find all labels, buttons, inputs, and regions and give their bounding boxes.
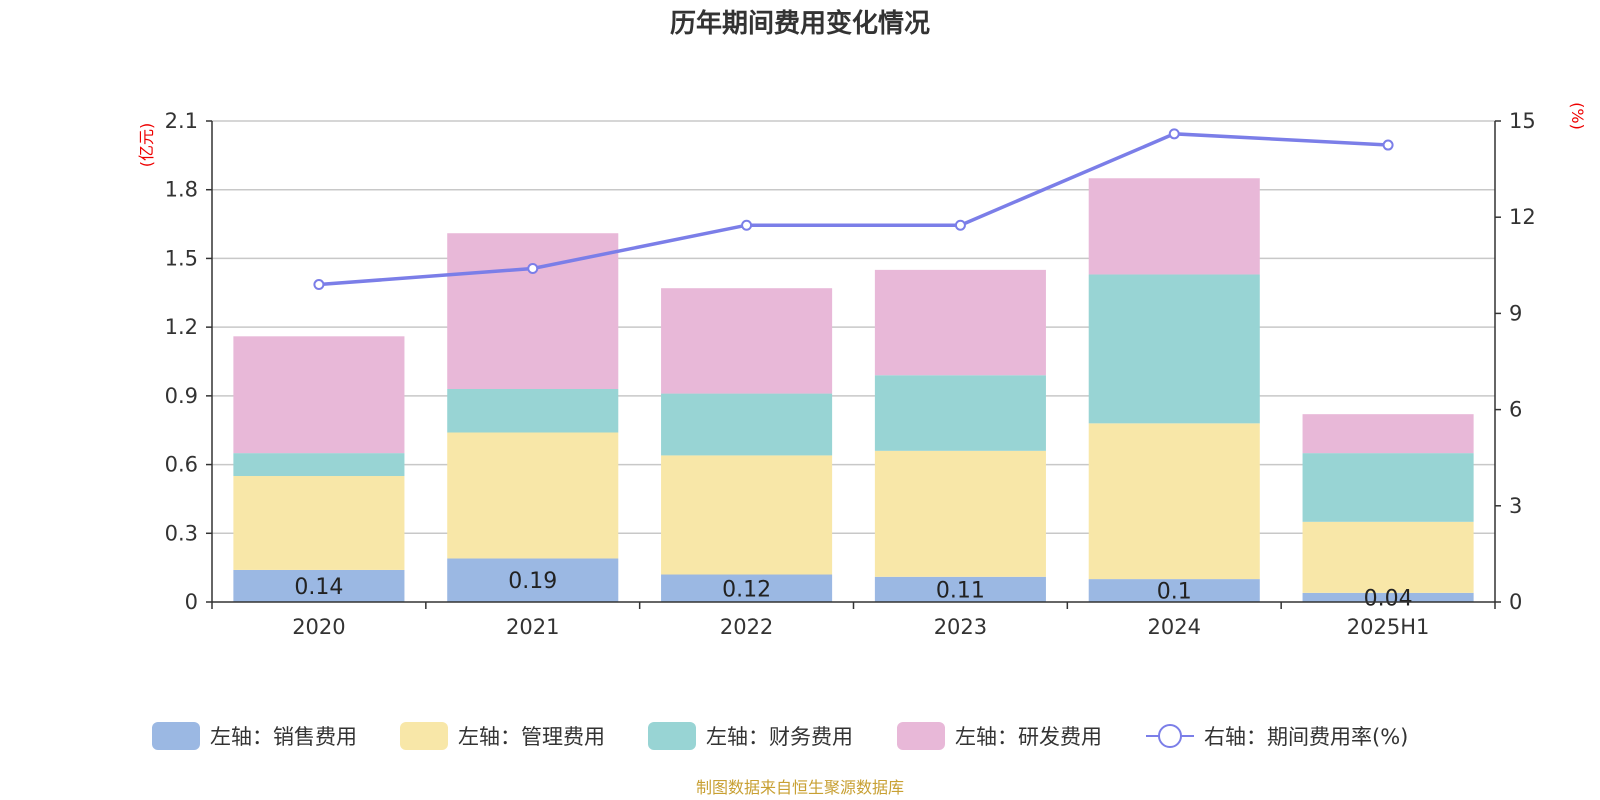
left-tick-label: 1.8 (165, 178, 198, 202)
bar-segment (233, 453, 405, 477)
rate-point (954, 219, 966, 231)
legend-swatch (648, 722, 696, 750)
rate-point (313, 279, 325, 291)
x-tick-label: 2025H1 (1347, 615, 1430, 639)
stacked-bars (233, 178, 1474, 602)
sales-data-label: 0.04 (1364, 586, 1413, 611)
x-tick-label: 2021 (506, 615, 559, 639)
x-tick-label: 2024 (1148, 615, 1201, 639)
left-tick-label: 0.6 (165, 453, 198, 477)
left-axis-unit: (亿元) (137, 123, 156, 168)
data-labels: 0.14 0.19 0.12 0.11 0.1 0.04 (294, 569, 1412, 611)
sales-data-label: 0.19 (508, 569, 557, 594)
bar-segment (233, 569, 405, 602)
bar-segment (1088, 579, 1260, 602)
bar-segment (447, 432, 619, 559)
bar-segment (1088, 178, 1260, 275)
rate-point (1382, 139, 1394, 151)
bar-segment (874, 269, 1046, 376)
sales-data-label: 0.11 (936, 578, 985, 603)
legend-label: 左轴：管理费用 (458, 725, 605, 749)
rate-line (313, 128, 1394, 291)
bar-segment (874, 450, 1046, 577)
x-tick-label: 2023 (934, 615, 987, 639)
right-tick-label: 3 (1509, 494, 1522, 518)
bar-segment (233, 476, 405, 570)
left-tick-label: 0.9 (165, 384, 198, 408)
bar-segment (661, 288, 833, 394)
chart-title: 历年期间费用变化情况 (670, 8, 930, 39)
legend: 左轴：销售费用 左轴：管理费用 左轴：财务费用 左轴：研发费用 右轴：期间费用率(%) (152, 722, 1408, 750)
axes: 0 0.3 0.6 0.9 1.2 1.5 1.8 2.1 0 3 6 9 12 15 2020 2021 20… (165, 109, 1536, 639)
bar-segment (1302, 414, 1474, 454)
left-tick-label: 1.2 (165, 315, 198, 339)
bar-segment (1088, 423, 1260, 580)
legend-label: 左轴：财务费用 (706, 725, 853, 749)
left-tick-label: 1.5 (165, 246, 198, 270)
right-tick-label: 12 (1509, 205, 1536, 229)
sales-data-label: 0.1 (1157, 580, 1192, 605)
rate-line-path (318, 132, 1389, 287)
bar-segment (661, 455, 833, 575)
legend-marker (1158, 724, 1182, 748)
bar-segment (447, 558, 619, 602)
bar-segment (1302, 592, 1474, 602)
rate-point (741, 219, 753, 231)
left-tick-label: 0 (185, 590, 198, 614)
bar-segment (874, 576, 1046, 602)
right-tick-label: 0 (1509, 590, 1522, 614)
grid-lines (212, 120, 1495, 535)
rate-point (527, 263, 539, 275)
right-tick-label: 15 (1509, 109, 1536, 133)
bar-segment (233, 336, 405, 454)
bar-segment (447, 388, 619, 433)
right-tick-label: 9 (1509, 301, 1522, 325)
bar-segment (1302, 521, 1474, 593)
bar-segment (661, 393, 833, 456)
left-tick-label: 2.1 (165, 109, 198, 133)
bar-segment (1088, 274, 1260, 424)
legend-label: 左轴：研发费用 (955, 725, 1102, 749)
legend-swatch (152, 722, 200, 750)
legend-label: 右轴：期间费用率(%) (1204, 725, 1408, 749)
bar-segment (1302, 453, 1474, 522)
right-tick-label: 6 (1509, 398, 1522, 422)
source-note: 制图数据来自恒生聚源数据库 (696, 778, 904, 797)
x-tick-label: 2022 (720, 615, 773, 639)
x-tick-label: 2020 (292, 615, 345, 639)
left-tick-label: 0.3 (165, 521, 198, 545)
bar-segment (661, 574, 833, 602)
legend-swatch (400, 722, 448, 750)
bar-segment (447, 233, 619, 389)
bar-segment (874, 375, 1046, 451)
sales-data-label: 0.14 (294, 575, 343, 600)
right-axis-unit: (%) (1568, 102, 1587, 130)
sales-data-label: 0.12 (722, 577, 771, 602)
legend-swatch (897, 722, 945, 750)
rate-point (1168, 128, 1180, 140)
legend-label: 左轴：销售费用 (210, 725, 357, 749)
